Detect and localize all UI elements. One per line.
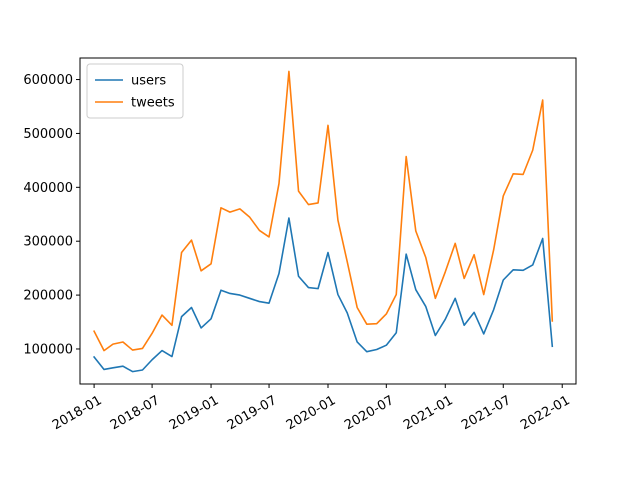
y-tick-label: 300000: [23, 235, 73, 250]
y-tick-label: 100000: [23, 342, 73, 357]
y-tick-label: 400000: [23, 181, 73, 196]
legend: users tweets: [87, 64, 183, 118]
legend-label-tweets: tweets: [131, 96, 175, 111]
y-tick-label: 600000: [23, 73, 73, 88]
y-tick-label: 500000: [23, 127, 73, 142]
legend-label-users: users: [131, 74, 166, 89]
y-tick-label: 200000: [23, 289, 73, 304]
